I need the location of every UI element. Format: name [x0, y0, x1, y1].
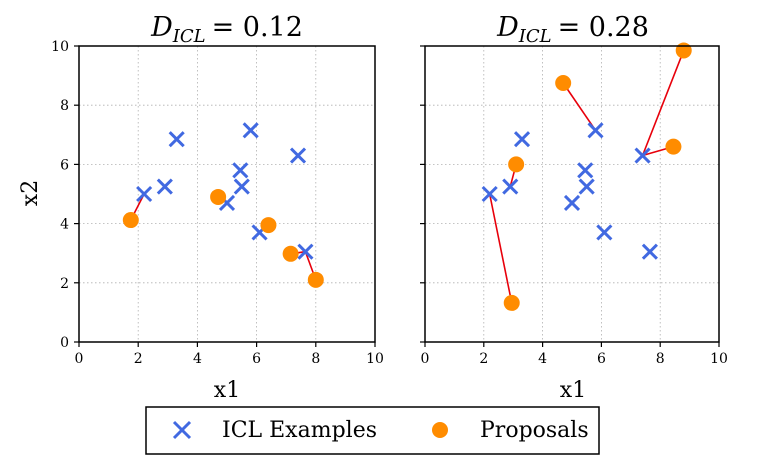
right-title-subscript: ICL: [518, 26, 552, 47]
right-ticks: 0 2 4 6 8 10: [420, 45, 728, 367]
right-icl-example-point: [563, 194, 581, 211]
right-proposal-point: [508, 156, 525, 173]
right-icl-x-stroke: [596, 224, 613, 241]
left-icl-example-point: [289, 147, 307, 164]
right-x-axis-label: x1: [560, 378, 586, 403]
right-icl-x-stroke: [481, 185, 498, 203]
left-x-tick-label: 10: [366, 351, 384, 367]
right-icl-example-point: [578, 178, 595, 195]
right-x-tick-label: 8: [656, 351, 665, 367]
right-title-value: = 0.28: [558, 12, 649, 43]
left-icl-x-stroke: [218, 194, 236, 211]
left-icl-example-point: [156, 178, 173, 195]
left-proposal-point: [260, 217, 277, 234]
right-icl-x-stroke: [641, 243, 658, 260]
right-x-tick-label: 0: [421, 351, 430, 367]
right-x-tick-label: 4: [538, 351, 547, 367]
left-panel-title: DICL = 0.12: [150, 12, 303, 47]
left-icl-example-point: [297, 243, 314, 260]
right-proposal-point: [555, 75, 572, 91]
left-y-tick-label: 4: [60, 217, 69, 233]
left-x-tick-label: 0: [75, 351, 84, 367]
left-y-axis-label: x2: [18, 180, 43, 206]
left-icl-x-stroke: [232, 162, 249, 179]
right-icl-example-point: [634, 147, 651, 164]
left-icl-example-point: [232, 162, 249, 179]
legend-label-proposals: Proposals: [480, 418, 589, 443]
right-icl-x-stroke: [577, 162, 594, 179]
left-icl-example-point: [136, 185, 153, 203]
left-x-axis-label: x1: [214, 378, 240, 403]
left-marks: [122, 122, 324, 288]
right-icl-example-point: [481, 185, 498, 203]
left-x-tick-label: 4: [193, 351, 202, 367]
right-icl-example-point: [577, 162, 594, 179]
legend: ICL Examples Proposals: [145, 406, 600, 455]
right-links: [488, 50, 685, 304]
left-y-tick-label: 0: [60, 335, 69, 351]
left-icl-x-stroke: [289, 147, 307, 164]
right-icl-x-stroke: [634, 147, 651, 164]
right-proposal-point: [675, 42, 692, 59]
right-x-tick-label: 2: [479, 351, 488, 367]
left-proposal-point: [307, 271, 324, 288]
left-icl-x-stroke: [233, 178, 250, 195]
legend-x-marker-icon: [172, 420, 192, 440]
right-panel-title: DICL = 0.28: [496, 12, 649, 47]
right-link-line: [488, 193, 513, 304]
legend-item-icl: ICL Examples: [172, 418, 377, 443]
left-y-tick-label: 8: [60, 98, 69, 114]
left-icl-example-point: [168, 131, 185, 148]
right-title-symbol: D: [496, 12, 519, 43]
right-icl-example-point: [502, 178, 519, 195]
legend-box: [145, 406, 600, 455]
right-x-tick-label: 10: [710, 351, 728, 367]
left-icl-x-stroke: [156, 178, 173, 195]
legend-circle-marker-icon: [432, 422, 448, 438]
right-icl-example-point: [641, 243, 658, 260]
left-ticks: 0 2 4 6 8 10 0 2 4 6 8 10: [51, 39, 384, 367]
right-proposal-point: [503, 294, 520, 311]
left-axes-frame: [78, 45, 376, 343]
legend-label-icl: ICL Examples: [222, 418, 377, 443]
left-x-tick-label: 8: [311, 351, 320, 367]
left-grid: [78, 45, 376, 343]
left-x-tick-label: 6: [252, 351, 261, 367]
right-panel: DICL = 0.28 0 2 4 6 8 10 x1: [420, 12, 728, 403]
left-title-subscript: ICL: [172, 26, 206, 47]
right-icl-x-stroke: [578, 178, 595, 195]
left-y-tick-label: 6: [60, 157, 69, 173]
left-panel: DICL = 0.12 0 2 4 6 8 10 0 2 4 6 8 10 x1 x2: [18, 12, 384, 403]
right-icl-x-stroke: [502, 178, 519, 195]
left-icl-x-stroke: [136, 185, 153, 203]
left-y-tick-label: 10: [51, 39, 69, 55]
left-proposal-point: [282, 245, 299, 262]
right-link-line: [562, 82, 597, 131]
left-icl-x-stroke: [242, 122, 259, 139]
left-icl-example-point: [233, 178, 250, 195]
left-title-symbol: D: [150, 12, 173, 43]
left-title-value: = 0.12: [212, 12, 303, 43]
left-icl-example-point: [242, 122, 259, 139]
left-proposal-point: [122, 212, 139, 229]
right-x-tick-label: 6: [597, 351, 606, 367]
right-link-line: [641, 50, 685, 156]
right-icl-example-point: [596, 224, 613, 241]
legend-item-proposals: Proposals: [432, 418, 589, 443]
right-icl-x-stroke: [563, 194, 581, 211]
left-y-tick-label: 2: [60, 276, 69, 292]
left-icl-x-stroke: [168, 131, 185, 148]
right-icl-x-stroke: [587, 122, 604, 139]
right-proposal-point: [665, 138, 682, 155]
right-axes-frame: [424, 45, 720, 343]
left-x-tick-label: 2: [134, 351, 143, 367]
right-icl-example-point: [587, 122, 604, 139]
left-icl-x-stroke: [297, 243, 314, 260]
right-grid: [424, 45, 720, 343]
legend-x-stroke: [172, 420, 192, 440]
left-proposal-point: [210, 188, 227, 205]
right-icl-x-stroke: [513, 131, 531, 148]
right-icl-example-point: [513, 131, 531, 148]
